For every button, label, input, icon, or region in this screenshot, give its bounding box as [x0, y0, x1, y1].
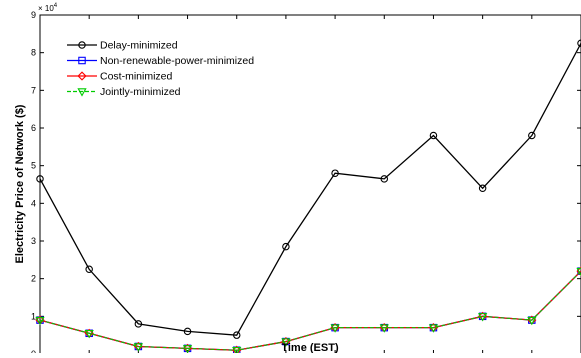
- data-point: [576, 267, 581, 277]
- y-tick-label: 8: [31, 48, 36, 58]
- series-layer: [35, 39, 581, 356]
- y-axis-title: Electricity Price of Network ($): [14, 104, 26, 263]
- legend-item: Delay-minimized: [67, 40, 178, 52]
- y-tick-label: 2: [31, 274, 36, 284]
- series-0: [36, 39, 581, 339]
- data-point: [134, 320, 143, 328]
- legend-marker: [78, 56, 86, 65]
- data-point: [380, 175, 389, 183]
- y-tick-label: 0: [31, 349, 36, 353]
- legend-marker: [78, 41, 86, 49]
- legend-marker: [77, 88, 87, 97]
- legend-marker: [77, 71, 87, 81]
- data-point: [85, 265, 93, 273]
- legend: Delay-minimized Non-renewable-power-minim…: [67, 40, 254, 98]
- series-line: [39, 270, 581, 351]
- data-point: [528, 131, 536, 140]
- legend-label: Jointly-minimized: [100, 86, 181, 98]
- data-point: [232, 346, 242, 356]
- data-point: [428, 324, 439, 333]
- y-tick-label: 5: [31, 161, 36, 171]
- y-tick-label: 4: [31, 198, 36, 208]
- legend-label: Delay-minimized: [100, 40, 178, 52]
- data-point: [282, 242, 290, 251]
- data-point: [379, 324, 389, 333]
- data-point: [478, 184, 487, 193]
- legend-label: Non-renewable-power-minimized: [100, 55, 254, 67]
- data-point: [84, 330, 94, 339]
- y-tick-label: 1: [31, 311, 36, 321]
- y-tick-label: 6: [31, 123, 36, 133]
- legend-label: Cost-minimized: [100, 71, 173, 83]
- series-3: [35, 267, 581, 356]
- y-exponent-label: × 104: [38, 3, 58, 13]
- data-point: [281, 338, 291, 347]
- y-tick-label: 9: [31, 10, 36, 20]
- data-point: [133, 343, 143, 352]
- plot-area: [39, 14, 581, 355]
- data-point: [478, 313, 488, 322]
- data-point: [183, 327, 192, 336]
- data-point: [232, 331, 241, 339]
- legend-item: Jointly-minimized: [67, 86, 181, 98]
- data-point: [35, 316, 45, 326]
- data-point: [330, 324, 340, 333]
- legend-item: Cost-minimized: [67, 71, 173, 83]
- data-point: [331, 169, 339, 177]
- x-axis-title: Time (EST): [281, 342, 339, 353]
- data-point: [182, 345, 193, 354]
- data-point: [36, 175, 44, 183]
- series-line: [39, 42, 581, 336]
- y-tick-label: 3: [31, 236, 36, 246]
- data-point: [429, 131, 438, 140]
- y-tick-label: 7: [31, 85, 36, 95]
- legend-item: Non-renewable-power-minimized: [67, 55, 254, 67]
- data-point: [527, 316, 537, 326]
